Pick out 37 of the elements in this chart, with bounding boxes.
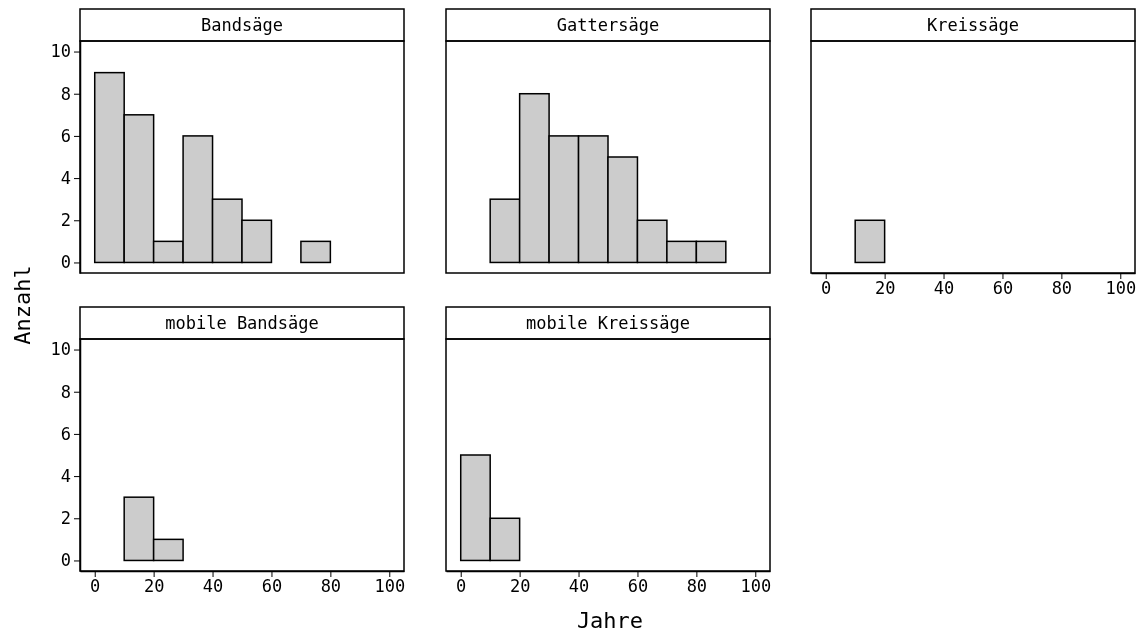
y-tick-label: 2 <box>60 508 71 529</box>
y-tick-label: 2 <box>60 210 71 231</box>
y-tick-label: 10 <box>50 41 71 62</box>
y-tick-label: 10 <box>50 339 71 360</box>
x-tick-label: 100 <box>1105 278 1137 299</box>
x-tick-label: 20 <box>874 278 896 299</box>
x-axis-title: Jahre <box>576 608 644 633</box>
x-tick-label: 60 <box>992 278 1014 299</box>
x-tick-label: 40 <box>933 278 955 299</box>
y-tick-label: 0 <box>60 550 71 571</box>
x-tick-label: 0 <box>821 278 832 299</box>
x-tick-label: 100 <box>374 576 406 597</box>
x-tick-label: 20 <box>143 576 165 597</box>
chart-title: Kreissäge <box>926 15 1020 35</box>
y-tick-label: 8 <box>60 381 71 402</box>
x-tick-label: 60 <box>261 576 283 597</box>
y-tick-label: 8 <box>60 83 71 104</box>
x-tick-label: 40 <box>202 576 224 597</box>
x-tick-label: 100 <box>740 576 772 597</box>
x-tick-label: 40 <box>568 576 590 597</box>
y-tick-label: 6 <box>60 423 71 444</box>
y-tick-label: 0 <box>60 252 71 273</box>
x-tick-label: 80 <box>686 576 708 597</box>
x-tick-label: 0 <box>90 576 101 597</box>
y-tick-label: 4 <box>60 466 71 487</box>
x-tick-label: 60 <box>627 576 649 597</box>
chart-title: mobile Bandsäge <box>165 313 319 333</box>
x-tick-label: 0 <box>456 576 467 597</box>
chart-title: Bandsäge <box>201 15 283 35</box>
x-tick-label: 20 <box>509 576 531 597</box>
chart-title: Gattersäge <box>556 15 660 35</box>
y-axis-title: Anzahl <box>10 265 35 345</box>
y-tick-label: 4 <box>60 168 71 189</box>
x-tick-label: 80 <box>320 576 342 597</box>
x-tick-label: 80 <box>1051 278 1073 299</box>
y-tick-label: 6 <box>60 125 71 146</box>
chart-title: mobile Kreissäge <box>526 313 690 333</box>
